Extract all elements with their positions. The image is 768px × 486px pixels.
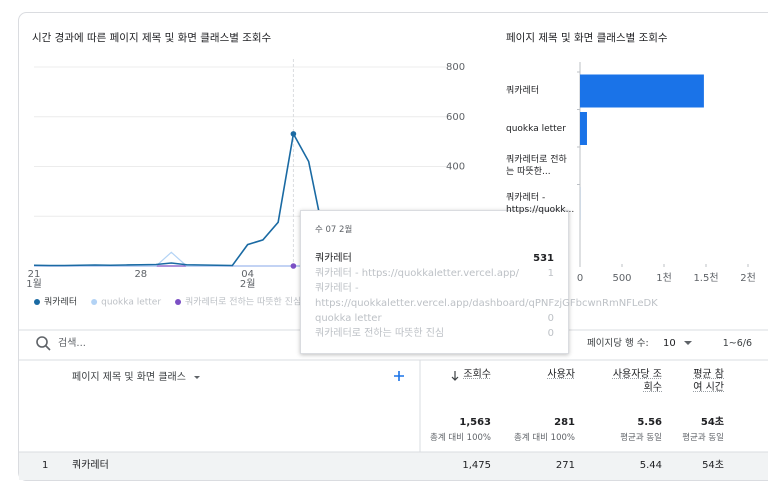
bar-category-label: 쿼카레터 [506,86,540,96]
tooltip-title: 수 07 2월 [315,225,353,235]
x-tick-sublabel: 2월 [240,278,256,290]
tooltip-row-value: 1 [547,268,554,279]
row-value: 54초 [702,460,724,471]
search-placeholder: 검색... [58,338,86,349]
row-title: 쿼카레터 [72,460,109,471]
column-header[interactable]: 평균 참여 시간 [693,369,724,393]
x-tick-label: 1천 [656,272,672,284]
row-highlight [19,452,768,480]
total-value: 5.56 [637,417,662,428]
x-tick-label: 04 [241,269,254,280]
legend-swatch [91,299,98,305]
bar-category-label: 쿼카레터로 전하는 따뜻한... [506,155,567,177]
column-header[interactable]: 사용자당 조회수 [612,369,662,393]
sort-icon [451,371,459,381]
tooltip-row-label: quokka letter [315,313,382,324]
x-tick-label: 28 [134,269,147,280]
x-tick-label: 1.5천 [693,272,718,284]
total-value: 281 [554,417,575,428]
x-tick-label: 500 [612,273,631,284]
x-tick-sublabel: 1월 [26,278,42,290]
tooltip-row-value: 0 [547,328,554,339]
y-tick-label: 800 [446,62,465,73]
page-range: 1~6/6 [722,338,752,349]
column-header[interactable]: 사용자 [547,369,575,380]
tooltip-row-label: 쿼카레터 - https://quokkaletter.vercel.app/d… [315,283,658,309]
rows-per-page-label: 페이지당 행 수: [587,338,649,349]
x-tick-label: 0 [577,273,583,284]
dropdown-arrow[interactable] [194,376,200,379]
dropdown-arrow[interactable] [684,341,692,345]
row-value: 5.44 [639,460,662,471]
search-icon[interactable] [36,336,48,348]
bar-category-label: 쿼카레터 - https://quokk... [506,192,574,215]
total-note: 총계 대비 100% [430,433,491,443]
hover-point [290,263,297,269]
search-icon [45,345,51,351]
chart-title: 시간 경과에 따른 페이지 제목 및 화면 클래스별 조회수 [32,31,272,44]
x-tick-label: 2천 [740,272,756,284]
legend-swatch [34,299,40,305]
total-note: 평균과 동일 [682,433,724,443]
row-value: 1,475 [462,460,491,471]
bar [580,74,704,108]
x-tick-label: 21 [28,269,41,280]
legend-label: 쿼카레터로 전하는 따뜻한 진심 [185,297,301,308]
chart-title: 페이지 제목 및 화면 클래스별 조회수 [506,32,668,44]
legend-swatch [175,299,182,305]
column-header[interactable]: 조회수 [463,369,491,380]
tooltip-row-label: 쿼카레터 - https://quokkaletter.vercel.app/ [315,268,520,279]
legend-label: quokka letter [101,298,161,308]
y-tick-label: 400 [446,162,465,173]
rows-per-page[interactable]: 10 [663,338,676,349]
hover-point [290,131,297,137]
tooltip-row-label: 쿼카레터로 전하는 따뜻한 진심 [315,328,445,339]
total-value: 1,563 [459,417,491,428]
row-index: 1 [42,460,49,471]
legend-label: 쿼카레터 [44,297,77,308]
add-button[interactable] [394,371,404,381]
y-tick-label: 600 [446,112,465,123]
total-value: 54초 [700,417,724,428]
bar [580,112,587,145]
bar-category-label: quokka letter [506,123,566,134]
row-value: 271 [555,460,575,471]
total-note: 평균과 동일 [620,433,662,443]
total-note: 총계 대비 100% [514,433,575,443]
tooltip-row-label: 쿼카레터 [315,253,352,264]
tooltip-row-value: 0 [547,313,554,324]
tooltip-row-value: 531 [533,253,554,264]
column-header: 페이지 제목 및 화면 클래스 [72,372,186,383]
